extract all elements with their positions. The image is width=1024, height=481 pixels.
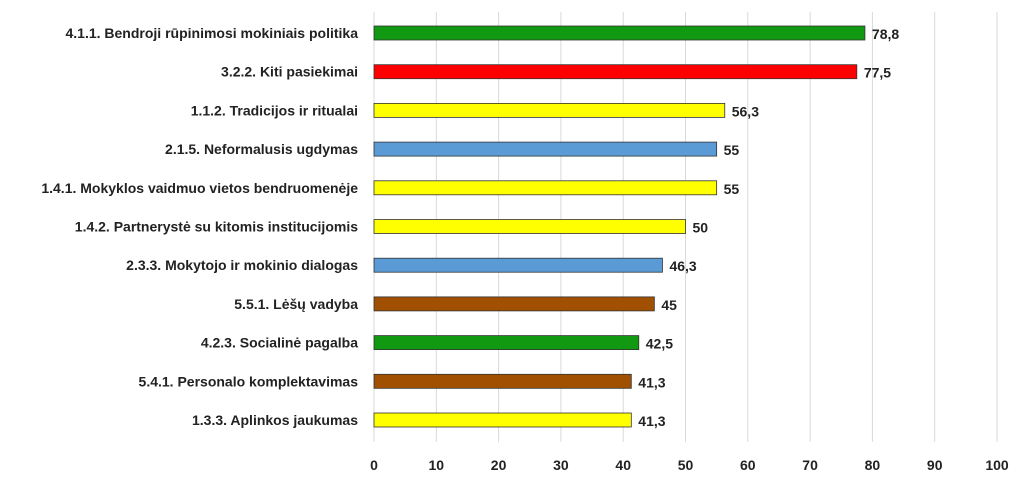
value-label: 45 [661, 297, 677, 313]
x-tick-label: 20 [491, 457, 507, 473]
category-label: 5.4.1. Personalo komplektavimas [139, 373, 359, 389]
category-label: 4.2.3. Socialinė pagalba [201, 335, 358, 351]
category-label: 3.2.2. Kiti pasiekimai [221, 64, 358, 80]
x-tick-label: 80 [865, 457, 881, 473]
value-label: 56,3 [732, 103, 759, 119]
bar [373, 25, 866, 41]
value-label: 46,3 [669, 258, 696, 274]
category-label: 4.1.1. Bendroji rūpinimosi mokiniais pol… [65, 25, 358, 41]
bar [373, 335, 640, 351]
x-tick-label: 50 [678, 457, 694, 473]
x-tick-label: 60 [740, 457, 756, 473]
value-label: 41,3 [638, 413, 665, 429]
bar [373, 257, 663, 273]
value-label: 55 [724, 142, 740, 158]
bar [373, 141, 718, 157]
x-tick-label: 70 [802, 457, 818, 473]
value-label: 78,8 [872, 26, 899, 42]
x-tick-label: 40 [615, 457, 631, 473]
category-labels: 4.1.1. Bendroji rūpinimosi mokiniais pol… [41, 25, 358, 428]
category-label: 1.3.3. Aplinkos jaukumas [192, 412, 358, 428]
bar [373, 412, 632, 428]
value-labels: 78,8 77,5 56,3 55 55 50 46,3 45 42,5 41,3 41,3 [638, 26, 899, 429]
bar [373, 64, 858, 80]
x-tick-label: 90 [927, 457, 943, 473]
x-tick-label: 10 [429, 457, 445, 473]
value-label: 41,3 [638, 374, 665, 390]
x-tick-label: 100 [985, 457, 1009, 473]
category-label: 2.3.3. Mokytojo ir mokinio dialogas [126, 257, 358, 273]
bar [373, 180, 718, 196]
x-axis-tick-labels: 0 10 20 30 40 50 60 70 80 90 100 [370, 457, 1009, 473]
category-label: 5.5.1. Lėšų vadyba [234, 296, 358, 312]
value-label: 55 [724, 181, 740, 197]
bar [373, 219, 686, 234]
bar [373, 103, 726, 118]
bar [373, 373, 632, 389]
x-tick-label: 0 [370, 457, 378, 473]
x-tick-label: 30 [553, 457, 569, 473]
category-label: 1.4.1. Mokyklos vaidmuo vietos bendruome… [41, 180, 358, 196]
category-label: 1.4.2. Partnerystė su kitomis institucij… [75, 219, 358, 235]
value-label: 50 [693, 220, 709, 236]
category-label: 1.1.2. Tradicijos ir ritualai [191, 102, 358, 118]
value-label: 42,5 [646, 336, 673, 352]
value-label: 77,5 [864, 65, 891, 81]
category-label: 2.1.5. Neformalusis ugdymas [165, 141, 358, 157]
bar [373, 296, 655, 312]
bars [373, 25, 866, 428]
